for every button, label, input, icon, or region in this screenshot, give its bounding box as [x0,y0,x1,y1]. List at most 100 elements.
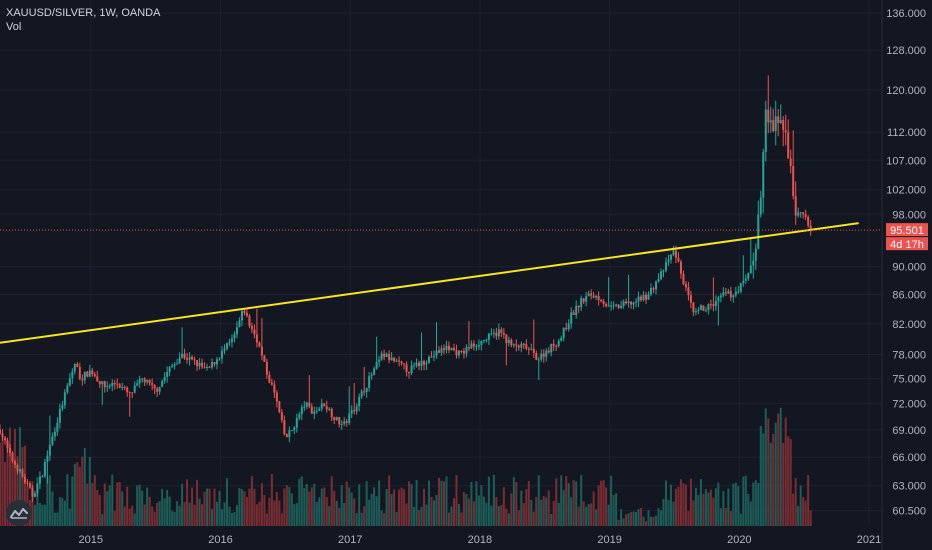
candle-body [325,406,328,410]
candle-body [318,408,321,411]
candle-body [315,410,318,412]
candle-body [505,334,508,344]
volume-bar [11,452,14,526]
candle-body [510,339,513,346]
volume-bar [76,462,79,526]
candle-body [757,214,760,249]
candle-body [787,132,790,159]
candle-body [358,396,361,407]
candle-body [378,359,381,362]
price-tick-label: 107.000 [886,155,926,167]
time-axis[interactable]: 2015 2016 2017 2018 2019 2020 2021 [79,534,882,546]
volume-bar [123,506,126,526]
tradingview-logo[interactable] [6,500,32,526]
candle-body [435,350,438,356]
symbol-title[interactable]: XAUUSD/SILVER, 1W, OANDA [6,7,161,19]
volume-bar [677,486,680,526]
trendline[interactable] [0,222,859,344]
candle-body [146,379,149,383]
candle-body [430,356,433,358]
volume-bar [6,443,9,526]
candle-body [111,382,114,387]
volume-bar [667,500,670,526]
candle-body [447,345,450,351]
candle-body [270,382,273,385]
volume-bar [243,491,246,526]
volume-bar [418,510,421,526]
volume-bar [440,480,443,526]
candle-body [176,363,179,365]
volume-bar [490,505,493,526]
candle-body [622,301,625,306]
volume-bar [694,487,697,526]
volume-bar [320,488,323,526]
volume-bar [158,501,161,526]
volume-bar [258,501,261,526]
volume-bar [136,485,139,526]
volume-bar [91,483,94,526]
candle-body [433,355,436,357]
candle-body [759,197,762,215]
volume-bar [617,519,620,526]
candle-body [48,444,51,456]
volume-bar [103,483,106,526]
volume-bar [375,496,378,526]
volume-bar [166,489,169,526]
volume-bar [525,489,528,526]
volume-bar [757,482,760,526]
volume-bar [572,480,575,526]
candle-body [385,353,388,357]
volume-indicator-label[interactable]: Vol [6,21,22,33]
volume-bar [747,493,750,526]
volume-bar [664,480,667,526]
price-tick-label: 66.000 [892,452,926,464]
candle-body [462,351,465,354]
volume-bar [762,433,765,526]
candle-body [625,301,628,304]
volume-bar [607,504,610,526]
volume-bar [552,501,555,526]
candle-body [527,348,530,350]
volume-bar [188,502,191,526]
volume-bar [699,478,702,526]
candle-body [390,357,393,361]
price-axis[interactable]: 136.000 128.000 120.000 112.000 107.000 102.0… [886,8,926,518]
candle-body [208,366,211,368]
candle-body [405,364,408,373]
candle-body [717,297,720,302]
candle-body [18,469,21,472]
volume-bar [128,508,131,526]
candle-body [547,350,550,353]
candle-body [672,250,675,255]
candle-body [550,343,553,353]
volume-bar [809,510,812,526]
candle-body [590,293,593,296]
volume-bar [61,497,64,526]
volume-bar [645,521,648,526]
volume-bar [650,516,653,526]
candle-body [173,364,176,366]
candle-body [640,296,643,301]
volume-bar [338,507,341,526]
volume-bar [610,475,613,526]
volume-bar [769,442,772,526]
volume-bar [173,511,176,526]
candle-body [191,357,194,360]
volume-bar [63,500,66,526]
candle-body [345,421,348,423]
candle-body [472,343,475,347]
volume-bar [151,506,154,526]
candle-body [452,347,455,351]
candle-body [290,430,293,432]
volume-bar [280,513,283,526]
volume-bar [191,487,194,526]
volume-bar [101,513,104,526]
candle-body [243,310,246,313]
candle-body [310,406,313,414]
candle-body [655,281,658,290]
volume-bar [181,483,184,526]
candle-body [288,430,291,438]
candle-body [275,392,278,402]
candle-body [507,339,510,344]
